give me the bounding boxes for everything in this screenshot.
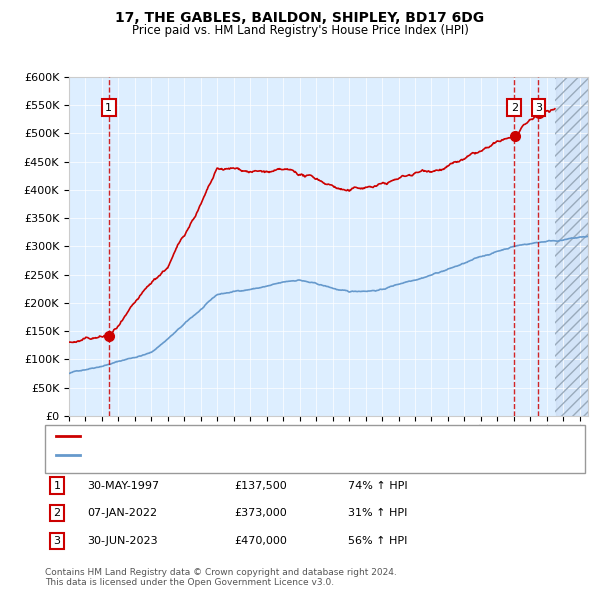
Text: £373,000: £373,000 (234, 509, 287, 518)
Text: Contains HM Land Registry data © Crown copyright and database right 2024.
This d: Contains HM Land Registry data © Crown c… (45, 568, 397, 587)
Text: Price paid vs. HM Land Registry's House Price Index (HPI): Price paid vs. HM Land Registry's House … (131, 24, 469, 37)
Text: 2: 2 (53, 509, 61, 518)
Text: 1: 1 (53, 481, 61, 490)
Text: 31% ↑ HPI: 31% ↑ HPI (348, 509, 407, 518)
Text: 56% ↑ HPI: 56% ↑ HPI (348, 536, 407, 546)
Text: 74% ↑ HPI: 74% ↑ HPI (348, 481, 407, 490)
Text: 30-JUN-2023: 30-JUN-2023 (87, 536, 158, 546)
Text: 30-MAY-1997: 30-MAY-1997 (87, 481, 159, 490)
Text: 1: 1 (105, 103, 112, 113)
Text: £470,000: £470,000 (234, 536, 287, 546)
Text: 07-JAN-2022: 07-JAN-2022 (87, 509, 157, 518)
Text: 3: 3 (53, 536, 61, 546)
Text: 17, THE GABLES, BAILDON, SHIPLEY, BD17 6DG (detached house): 17, THE GABLES, BAILDON, SHIPLEY, BD17 6… (86, 431, 429, 441)
Text: 3: 3 (535, 103, 542, 113)
Text: 2: 2 (511, 103, 518, 113)
Text: £137,500: £137,500 (234, 481, 287, 490)
Text: HPI: Average price, detached house, Bradford: HPI: Average price, detached house, Brad… (86, 451, 324, 460)
Text: 17, THE GABLES, BAILDON, SHIPLEY, BD17 6DG: 17, THE GABLES, BAILDON, SHIPLEY, BD17 6… (115, 11, 485, 25)
